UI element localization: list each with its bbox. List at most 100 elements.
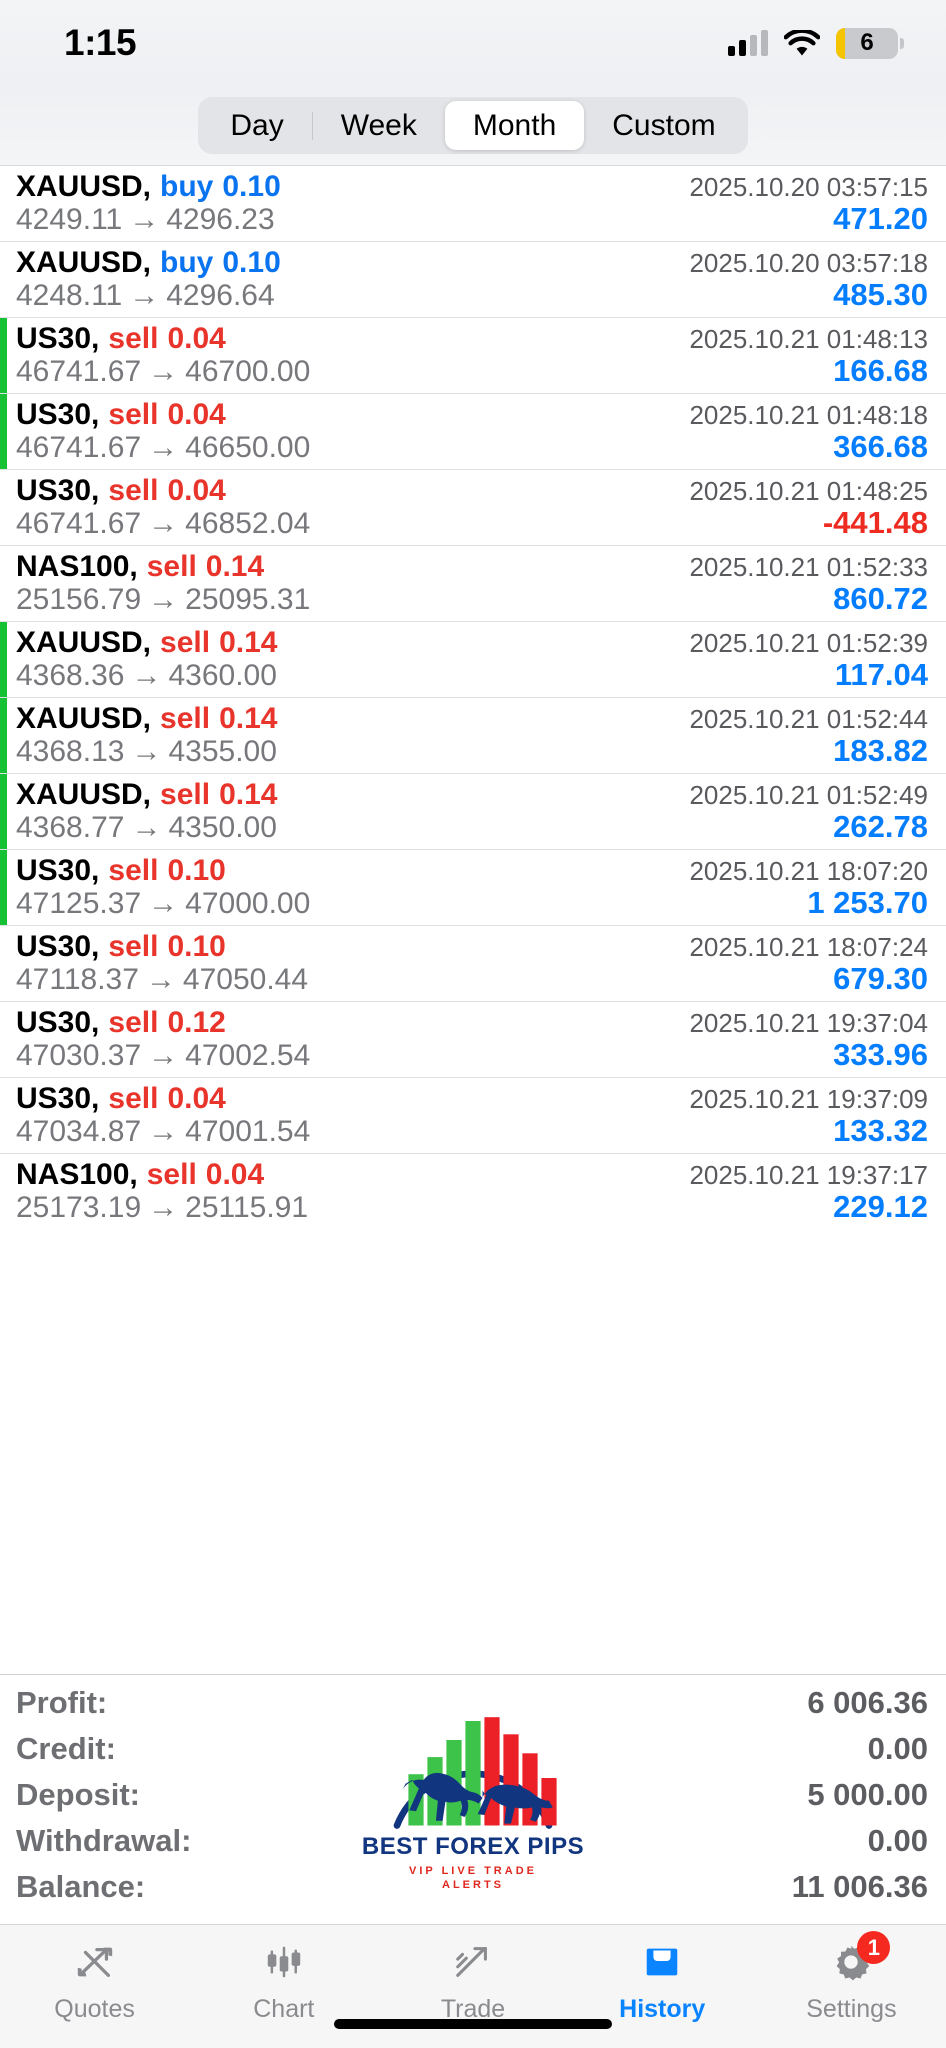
history-row[interactable]: US30, sell 0.04 2025.10.21 01:48:25 46741.67… bbox=[0, 469, 946, 545]
history-row[interactable]: US30, sell 0.12 2025.10.21 19:37:04 47030.37… bbox=[0, 1001, 946, 1077]
row-arrow-icon: → bbox=[131, 810, 162, 844]
row-profit: 166.68 bbox=[833, 352, 928, 388]
summary-label: Balance: bbox=[16, 1869, 146, 1904]
row-open-price: 4368.77 bbox=[16, 810, 125, 844]
row-side: sell bbox=[160, 626, 211, 660]
history-row[interactable]: NAS100, sell 0.14 2025.10.21 01:52:33 25156.… bbox=[0, 545, 946, 621]
row-timestamp: 2025.10.20 03:57:15 bbox=[689, 172, 928, 203]
history-row[interactable]: XAUUSD, sell 0.14 2025.10.21 01:52:39 4368.3… bbox=[0, 621, 946, 697]
row-open-price: 46741.67 bbox=[16, 430, 142, 464]
row-symbol: NAS100, bbox=[16, 1158, 138, 1192]
row-open-price: 4368.13 bbox=[16, 734, 125, 768]
summary-row: Credit: 0.00 bbox=[16, 1731, 928, 1777]
summary-label: Deposit: bbox=[16, 1777, 140, 1812]
row-open-price: 4368.36 bbox=[16, 658, 125, 692]
home-indicator bbox=[334, 2019, 612, 2029]
period-option-week[interactable]: Week bbox=[340, 108, 417, 142]
history-row[interactable]: US30, sell 0.04 2025.10.21 01:48:13 46741.67… bbox=[0, 317, 946, 393]
period-segmented-control[interactable]: Day Week Month Custom bbox=[198, 97, 748, 154]
row-profit: 485.30 bbox=[833, 276, 928, 312]
row-arrow-icon: → bbox=[129, 278, 160, 312]
row-timestamp: 2025.10.21 18:07:24 bbox=[689, 932, 928, 963]
period-option-custom[interactable]: Custom bbox=[612, 108, 716, 142]
summary-label: Profit: bbox=[16, 1685, 108, 1720]
row-profit: -441.48 bbox=[822, 504, 928, 540]
segment-divider bbox=[311, 111, 313, 140]
row-profit: 860.72 bbox=[833, 580, 928, 616]
row-side: buy bbox=[160, 170, 214, 204]
status-bar: 1:15 6 bbox=[0, 0, 946, 86]
row-close-price: 4296.64 bbox=[166, 278, 275, 312]
summary-value: 0.00 bbox=[867, 1823, 928, 1858]
history-row[interactable]: XAUUSD, sell 0.14 2025.10.21 01:52:49 4368.7… bbox=[0, 773, 946, 849]
history-row[interactable]: XAUUSD, sell 0.14 2025.10.21 01:52:44 4368.1… bbox=[0, 697, 946, 773]
row-timestamp: 2025.10.20 03:57:18 bbox=[689, 248, 928, 279]
tab-label: Trade bbox=[440, 1995, 506, 2023]
row-volume: 0.04 bbox=[205, 1158, 265, 1192]
summary-value: 6 006.36 bbox=[807, 1685, 928, 1720]
row-arrow-icon: → bbox=[145, 962, 176, 996]
row-open-price: 47034.87 bbox=[16, 1114, 142, 1148]
row-profit: 333.96 bbox=[833, 1036, 928, 1072]
summary-row: Profit: 6 006.36 bbox=[16, 1685, 928, 1731]
row-profit: 229.12 bbox=[833, 1188, 928, 1224]
row-side: sell bbox=[108, 322, 159, 356]
tab-label: Quotes bbox=[54, 1995, 135, 2023]
history-row[interactable]: US30, sell 0.10 2025.10.21 18:07:20 47125.37… bbox=[0, 849, 946, 925]
tab-chart[interactable]: Chart bbox=[189, 1937, 378, 2024]
tab-settings[interactable]: 1 Settings bbox=[757, 1931, 946, 2024]
row-close-price: 4360.00 bbox=[168, 658, 277, 692]
row-close-price: 4355.00 bbox=[168, 734, 277, 768]
period-option-day[interactable]: Day bbox=[230, 108, 284, 142]
history-row[interactable]: XAUUSD, buy 0.10 2025.10.20 03:57:15 4249.11… bbox=[0, 165, 946, 241]
row-side: sell bbox=[146, 550, 197, 584]
wifi-icon bbox=[783, 28, 821, 57]
status-bar-clock: 1:15 bbox=[64, 22, 137, 63]
row-open-price: 25173.19 bbox=[16, 1190, 142, 1224]
summary-row: Withdrawal: 0.00 bbox=[16, 1823, 928, 1869]
row-side: sell bbox=[108, 474, 159, 508]
row-close-price: 25115.91 bbox=[185, 1190, 309, 1224]
row-open-price: 4248.11 bbox=[16, 278, 123, 312]
row-symbol: US30, bbox=[16, 398, 100, 432]
row-side: sell bbox=[108, 1082, 159, 1116]
row-symbol: XAUUSD, bbox=[16, 246, 152, 280]
tab-history[interactable]: History bbox=[568, 1937, 757, 2024]
tab-trade[interactable]: Trade bbox=[378, 1937, 567, 2024]
row-side: sell bbox=[108, 854, 159, 888]
history-box-icon bbox=[641, 1937, 683, 1987]
summary-value: 0.00 bbox=[867, 1731, 928, 1766]
row-symbol: NAS100, bbox=[16, 550, 138, 584]
summary-value: 5 000.00 bbox=[807, 1777, 928, 1812]
row-open-price: 47118.37 bbox=[16, 962, 139, 996]
cellular-signal-icon bbox=[728, 30, 768, 56]
row-timestamp: 2025.10.21 01:52:39 bbox=[689, 628, 928, 659]
history-row[interactable]: XAUUSD, buy 0.10 2025.10.20 03:57:18 4248.11… bbox=[0, 241, 946, 317]
history-row[interactable]: US30, sell 0.04 2025.10.21 01:48:18 46741.67… bbox=[0, 393, 946, 469]
row-close-price: 4296.23 bbox=[166, 202, 275, 236]
row-close-price: 47050.44 bbox=[182, 962, 309, 996]
tab-quotes[interactable]: Quotes bbox=[0, 1937, 189, 2024]
candlestick-chart-icon bbox=[263, 1937, 305, 1987]
history-row[interactable]: US30, sell 0.10 2025.10.21 18:07:24 47118.37… bbox=[0, 925, 946, 1001]
period-option-month[interactable]: Month bbox=[444, 101, 585, 150]
history-row[interactable]: US30, sell 0.04 2025.10.21 19:37:09 47034.87… bbox=[0, 1077, 946, 1153]
row-arrow-icon: → bbox=[129, 202, 160, 236]
row-timestamp: 2025.10.21 01:52:49 bbox=[689, 780, 928, 811]
row-arrow-icon: → bbox=[148, 1190, 179, 1224]
row-open-price: 25156.79 bbox=[16, 582, 142, 616]
row-arrow-icon: → bbox=[148, 582, 179, 616]
row-close-price: 46700.00 bbox=[185, 354, 311, 388]
row-volume: 0.14 bbox=[219, 778, 278, 812]
history-list[interactable]: XAUUSD, buy 0.10 2025.10.20 03:57:15 4249.11… bbox=[0, 165, 946, 1674]
row-side: sell bbox=[108, 930, 159, 964]
row-timestamp: 2025.10.21 01:52:44 bbox=[689, 704, 928, 735]
history-row[interactable]: NAS100, sell 0.04 2025.10.21 19:37:17 25173.… bbox=[0, 1153, 946, 1229]
row-side: sell bbox=[160, 702, 211, 736]
row-profit: 262.78 bbox=[833, 808, 928, 844]
row-open-price: 47125.37 bbox=[16, 886, 142, 920]
row-profit: 471.20 bbox=[833, 200, 928, 236]
row-timestamp: 2025.10.21 19:37:04 bbox=[689, 1008, 928, 1039]
row-timestamp: 2025.10.21 19:37:17 bbox=[689, 1160, 928, 1191]
row-arrow-icon: → bbox=[148, 506, 179, 540]
